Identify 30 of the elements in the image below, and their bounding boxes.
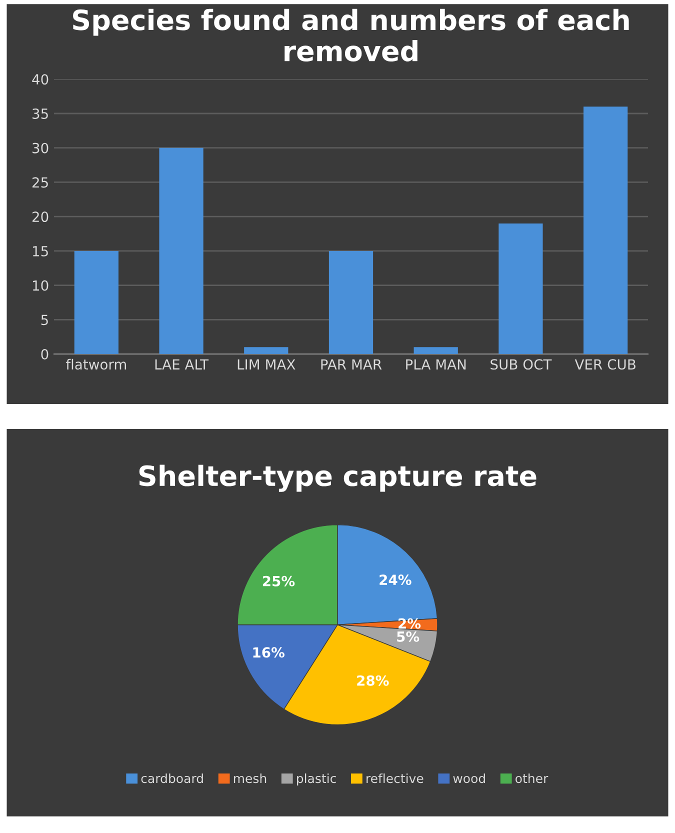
chart-title: Species found and numbers of each removed [73, 8, 629, 62]
chart-title: Shelter-type capture rate [139, 464, 536, 492]
x-tick-label: flatworm [66, 358, 126, 370]
x-tick-label: LIM MAX [238, 359, 296, 370]
data-label: 16% [253, 647, 284, 658]
y-tick-label: 5 [41, 314, 48, 326]
y-tick-label: 30 [32, 142, 48, 154]
x-tick-label: LAE ALT [155, 359, 209, 370]
legend-label: mesh [234, 773, 266, 784]
data-label: 2% [398, 618, 421, 629]
y-tick-label: 35 [32, 108, 48, 119]
y-tick-label: 40 [32, 74, 48, 85]
data-label: 25% [262, 576, 295, 586]
x-tick-label: PLA MAN [406, 359, 466, 370]
x-tick-label: PAR MAR [321, 359, 382, 370]
data-label: 5% [397, 631, 420, 642]
legend-label: plastic [297, 773, 336, 786]
y-tick-label: 20 [32, 212, 48, 222]
y-tick-label: 10 [32, 280, 48, 291]
x-tick-label: SUB OCT [490, 359, 552, 370]
x-tick-label: VER CUB [574, 359, 636, 370]
data-label: 28% [357, 675, 389, 686]
y-tick-label: 15 [32, 246, 48, 256]
legend-label: wood [453, 773, 485, 784]
legend-label: reflective [366, 773, 424, 784]
legend-label: other [516, 773, 548, 784]
y-tick-label: 0 [41, 348, 48, 360]
y-tick-label: 25 [32, 177, 48, 188]
legend-label: cardboard [141, 773, 203, 784]
data-label: 24% [380, 574, 412, 586]
